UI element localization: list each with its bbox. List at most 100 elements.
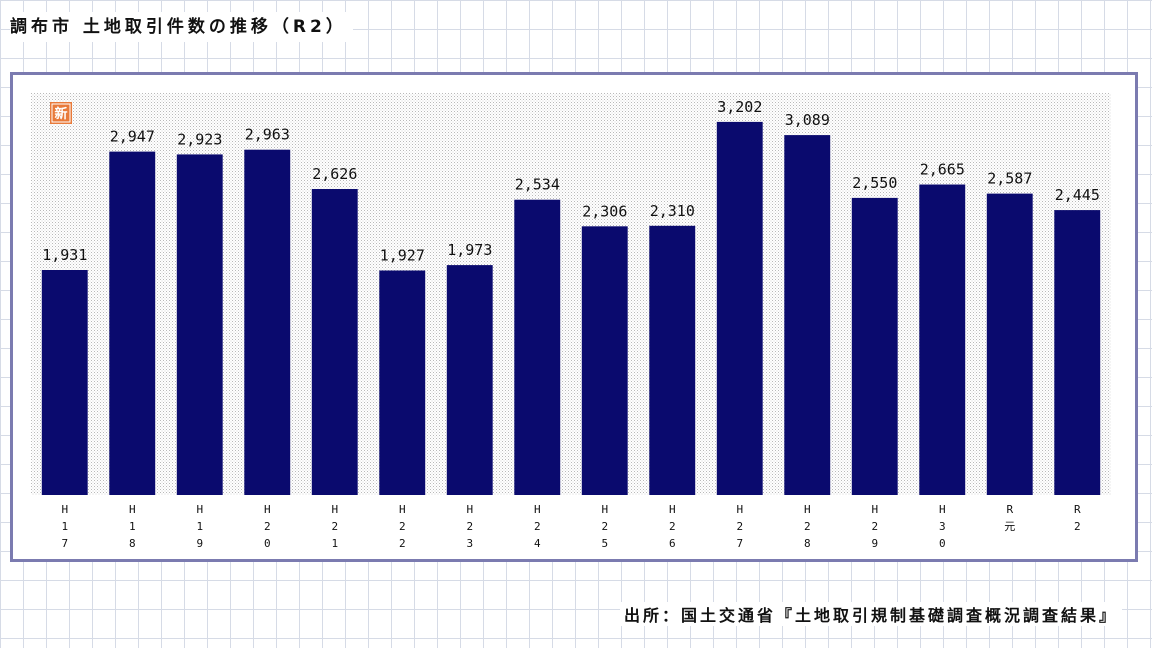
tick-label-H21: H 2 1 — [331, 503, 338, 550]
chart-title: 調布市 土地取引件数の推移（R2） — [10, 12, 353, 42]
tick-label-char: H — [466, 503, 473, 516]
tick-label-char: H — [669, 503, 676, 516]
bar-H30 — [919, 184, 966, 495]
bar-H23 — [446, 265, 493, 495]
bar-R2 — [1054, 210, 1101, 495]
tick-label-char: 2 — [264, 520, 271, 533]
tick-label-char: 6 — [669, 537, 676, 550]
value-label-H26: 2,310 — [650, 202, 695, 220]
tick-label-char: H — [331, 503, 338, 516]
tick-label-H23: H 2 3 — [466, 503, 473, 550]
tick-label-char: 1 — [61, 520, 68, 533]
tick-label-H17: H 1 7 — [61, 503, 68, 550]
tick-label-char: 2 — [601, 520, 608, 533]
value-label-H19: 2,923 — [177, 130, 222, 148]
tick-label-char: R — [1074, 503, 1081, 516]
tick-label-char: 2 — [669, 520, 676, 533]
value-label-H24: 2,534 — [515, 176, 560, 194]
tick-label-H28: H 2 8 — [804, 503, 811, 550]
tick-label-H18: H 1 8 — [129, 503, 136, 550]
source-note: 出所：国土交通省『土地取引規制基礎調査概況調査結果』 — [619, 602, 1122, 626]
tick-label-char: 8 — [804, 537, 811, 550]
tick-label-char: 1 — [196, 520, 203, 533]
bar-H18 — [109, 151, 156, 495]
bar-H29 — [851, 197, 898, 495]
bar-R元 — [986, 193, 1033, 495]
tick-label-char: 1 — [129, 520, 136, 533]
tick-label-H20: H 2 0 — [264, 503, 271, 550]
tick-label-char: 9 — [871, 537, 878, 550]
bar-H27 — [716, 121, 763, 496]
tick-label-char: H — [196, 503, 203, 516]
tick-label-char: H — [264, 503, 271, 516]
tick-label-char: H — [804, 503, 811, 516]
tick-label-char: H — [399, 503, 406, 516]
tick-label-char: 2 — [804, 520, 811, 533]
tick-label-char: 2 — [1074, 520, 1081, 533]
bar-H26 — [649, 225, 696, 496]
bar-H20 — [244, 149, 291, 495]
bar-H19 — [176, 154, 223, 495]
tick-label-char: H — [939, 503, 946, 516]
tick-label-char: 2 — [871, 520, 878, 533]
bar-H21 — [311, 189, 358, 495]
tick-label-H29: H 2 9 — [871, 503, 878, 550]
value-label-R元: 2,587 — [987, 170, 1032, 188]
bar-H24 — [514, 199, 561, 495]
tick-label-char: H — [534, 503, 541, 516]
tick-label-H22: H 2 2 — [399, 503, 406, 550]
value-label-H28: 3,089 — [785, 111, 830, 129]
chart-frame: 新 1,931 2,947 2,923 2,963 2,626 1,927 1,973 2,5… — [10, 72, 1138, 562]
tick-label-H30: H 3 0 — [939, 503, 946, 550]
value-label-R2: 2,445 — [1055, 186, 1100, 204]
value-label-H27: 3,202 — [717, 98, 762, 116]
tick-label-H26: H 2 6 — [669, 503, 676, 550]
tick-label-char: R — [1006, 503, 1013, 516]
tick-label-char: 元 — [1004, 520, 1015, 533]
value-label-H25: 2,306 — [582, 202, 627, 220]
tick-label-char: H — [61, 503, 68, 516]
value-label-H17: 1,931 — [42, 246, 87, 264]
tick-label-R元: R元 — [1004, 503, 1015, 533]
value-label-H18: 2,947 — [110, 128, 155, 146]
value-label-H20: 2,963 — [245, 126, 290, 144]
value-label-H29: 2,550 — [852, 174, 897, 192]
tick-label-char: 2 — [399, 520, 406, 533]
bar-H22 — [379, 270, 426, 495]
tick-label-char: 2 — [466, 520, 473, 533]
tick-label-char: 2 — [399, 537, 406, 550]
bar-H25 — [581, 226, 628, 496]
new-badge-text: 新 — [54, 106, 67, 122]
bar-H17 — [41, 270, 88, 495]
tick-label-char: H — [129, 503, 136, 516]
bar-H28 — [784, 135, 831, 495]
tick-label-char: 4 — [534, 537, 541, 550]
tick-label-char: 2 — [534, 520, 541, 533]
tick-label-char: 9 — [196, 537, 203, 550]
tick-label-H19: H 1 9 — [196, 503, 203, 550]
tick-label-R2: R2 — [1074, 503, 1081, 533]
tick-label-char: 0 — [264, 537, 271, 550]
value-label-H21: 2,626 — [312, 165, 357, 183]
tick-label-char: 3 — [466, 537, 473, 550]
value-label-H22: 1,927 — [380, 247, 425, 265]
new-badge: 新 — [50, 102, 72, 124]
tick-label-char: 2 — [331, 520, 338, 533]
value-label-H30: 2,665 — [920, 161, 965, 179]
bar-chart: 新 1,931 2,947 2,923 2,963 2,626 1,927 1,973 2,5… — [31, 93, 1111, 550]
tick-label-char: 8 — [129, 537, 136, 550]
tick-label-H24: H 2 4 — [534, 503, 541, 550]
tick-label-char: H — [871, 503, 878, 516]
tick-label-char: 1 — [331, 537, 338, 550]
value-label-H23: 1,973 — [447, 241, 492, 259]
tick-label-char: 7 — [61, 537, 68, 550]
tick-label-char: H — [601, 503, 608, 516]
tick-label-char: 5 — [601, 537, 608, 550]
tick-label-char: 7 — [736, 537, 743, 550]
tick-label-char: 3 — [939, 520, 946, 533]
tick-label-H27: H 2 7 — [736, 503, 743, 550]
tick-label-char: 0 — [939, 537, 946, 550]
tick-label-char: H — [736, 503, 743, 516]
tick-label-H25: H 2 5 — [601, 503, 608, 550]
tick-label-char: 2 — [736, 520, 743, 533]
